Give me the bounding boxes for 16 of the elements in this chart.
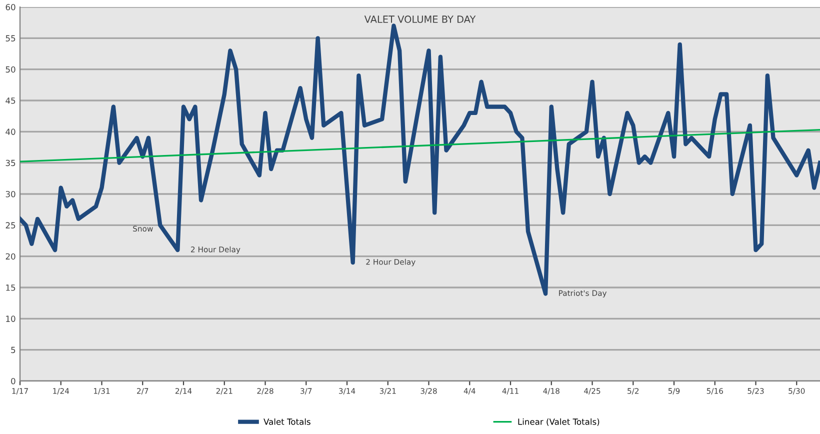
y-tick-label: 50 [6,66,16,73]
y-tick-label: 30 [6,190,16,198]
y-tick-label: 0 [11,378,16,384]
y-tick-label: 40 [6,128,16,135]
legend-label: Linear (Valet Totals) [518,418,600,426]
y-tick-label: 15 [6,284,16,291]
y-tick-label: 25 [6,222,16,228]
y-tick-label: 35 [6,160,16,166]
y-tick-label: 60 [6,4,16,10]
y-tick-label: 20 [6,253,16,260]
legend-label: Valet Totals [264,418,310,425]
text: VALET VOLUME BY DAY [364,16,476,23]
y-tick-label: 55 [6,35,16,42]
y-tick-label: 45 [6,98,16,104]
y-tick-label: 10 [6,316,16,322]
y-tick-label: 5 [11,346,16,354]
